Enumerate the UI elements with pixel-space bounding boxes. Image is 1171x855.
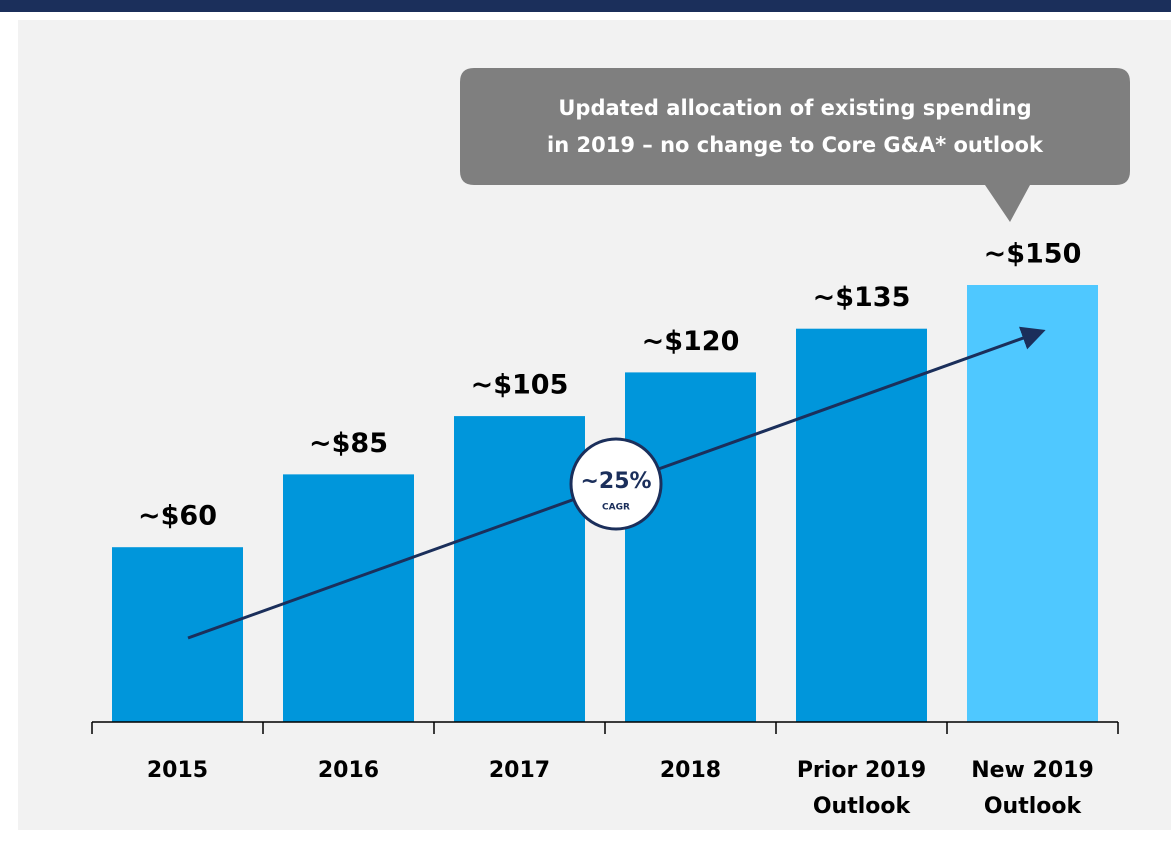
bar: [454, 416, 585, 722]
value-label: ~$60: [138, 501, 217, 532]
value-label: ~$105: [471, 370, 569, 401]
bar: [283, 474, 414, 722]
cagr-label: CAGR: [602, 503, 630, 513]
x-tick-label: Prior 2019 Outlook: [796, 758, 927, 819]
cagr-value: ~25%: [580, 469, 651, 494]
value-label: ~$85: [309, 428, 388, 459]
callout-line: Updated allocation of existing spending: [558, 96, 1031, 120]
callout-line: in 2019 – no change to Core G&A* outlook: [547, 133, 1044, 157]
x-tick-label: 2016: [317, 758, 380, 783]
value-label: ~$120: [642, 326, 740, 357]
value-label: ~$150: [984, 239, 1082, 270]
cagr-circle: [569, 437, 663, 531]
top-band: [0, 0, 1171, 12]
x-tick-label: 2018: [659, 758, 722, 783]
x-tick-label: 2015: [146, 758, 209, 783]
x-tick-label: 2017: [488, 758, 551, 783]
x-tick-label: New 2019 Outlook: [971, 758, 1094, 819]
bar: [625, 372, 756, 722]
callout-box: [460, 68, 1130, 222]
value-label: ~$135: [813, 282, 911, 313]
bar: [967, 285, 1098, 722]
bar: [796, 328, 927, 722]
bar: [112, 547, 243, 722]
